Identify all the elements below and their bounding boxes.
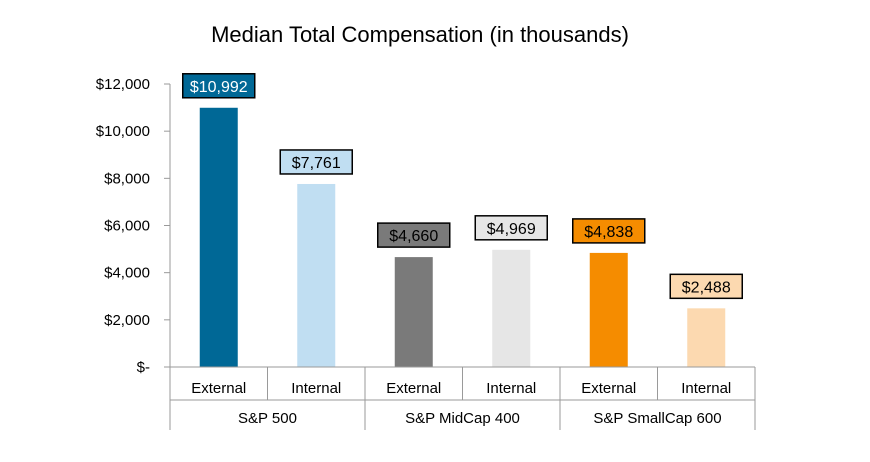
y-tick-label: $12,000 (96, 76, 150, 93)
x-category-label: Internal (486, 380, 536, 397)
data-label: $10,992 (190, 79, 248, 96)
data-label-box (279, 149, 353, 175)
x-axis: External Internal External Internal External… (169, 366, 756, 430)
y-tick-label: $2,000 (104, 312, 150, 329)
data-label: $4,838 (584, 224, 633, 241)
data-label-box (474, 215, 548, 241)
y-tick-label: $- (137, 359, 150, 376)
y-tick-label: $6,000 (104, 218, 150, 235)
y-tick-label: $10,000 (96, 123, 150, 140)
y-tick-label: $4,000 (104, 265, 150, 282)
y-axis: $- $2,000 $4,000 $6,000 $8,000 $10,000 $12,000 (96, 76, 171, 376)
x-category-label: External (581, 380, 636, 397)
data-label: $4,660 (389, 228, 438, 245)
data-label: $2,488 (682, 279, 731, 296)
bar-external (394, 257, 433, 367)
bar-internal (297, 183, 336, 367)
data-label-box (182, 73, 256, 99)
bar-internal (492, 249, 531, 367)
chart-title: Median Total Compensation (in thousands) (211, 22, 629, 47)
x-group-label: S&P SmallCap 600 (593, 410, 721, 427)
x-category-label: Internal (681, 380, 731, 397)
x-category-label: Internal (291, 380, 341, 397)
data-label-box (669, 273, 743, 300)
y-tick-label: $8,000 (104, 170, 150, 187)
x-group-label: S&P MidCap 400 (405, 410, 520, 427)
bars: $10,992 $7,761 $4,660 $4,969 $4,838 $2,488 (182, 73, 743, 367)
data-label: $7,761 (292, 155, 341, 172)
data-label: $4,969 (487, 221, 536, 238)
bar-external (589, 252, 628, 367)
x-category-label: External (386, 380, 441, 397)
data-label-box (377, 222, 451, 248)
bar-internal (687, 308, 726, 367)
x-group-label: S&P 500 (238, 410, 297, 427)
bar-external (199, 107, 238, 367)
data-label-box (572, 218, 646, 244)
x-category-label: External (191, 380, 246, 397)
